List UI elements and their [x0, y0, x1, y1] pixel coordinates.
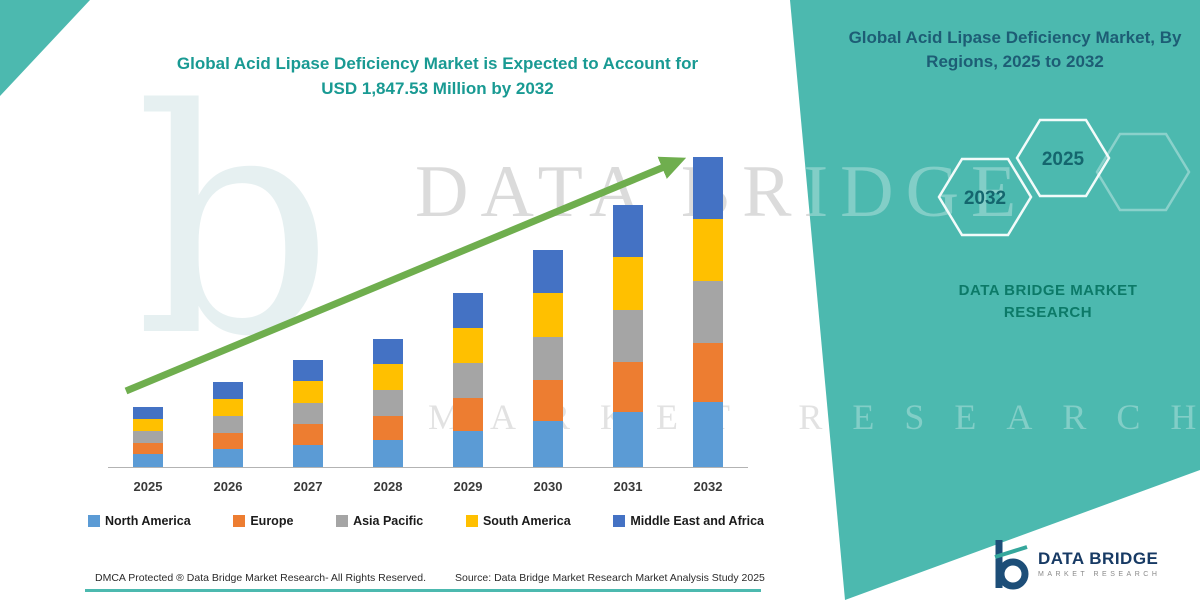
stacked-bar — [613, 204, 643, 467]
bar-segment-south-america — [453, 328, 483, 363]
bar-segment-europe — [693, 343, 723, 402]
bar-segment-middle-east-and-africa — [133, 406, 163, 419]
bar-column-2028: 2028 — [348, 150, 428, 494]
stacked-bar — [213, 382, 243, 467]
legend-item: Asia Pacific — [336, 514, 423, 528]
footer-divider-line — [85, 589, 761, 592]
bar-segment-north-america — [373, 440, 403, 467]
bar-column-2032: 2032 — [668, 150, 748, 494]
x-axis-label: 2026 — [213, 479, 243, 494]
bar-segment-north-america — [213, 449, 243, 467]
bar-segment-south-america — [533, 293, 563, 337]
bar-segment-north-america — [293, 444, 323, 467]
legend-swatch — [465, 515, 478, 527]
bar-column-2025: 2025 — [108, 150, 188, 494]
legend-label: Europe — [250, 514, 294, 528]
chart-legend: North America Europe Asia Pacific South Ame… — [88, 514, 764, 528]
bar-column-2029: 2029 — [428, 150, 508, 494]
bar-segment-south-america — [293, 381, 323, 403]
data-bridge-logo-icon — [994, 540, 1029, 590]
bar-segment-europe — [373, 415, 403, 440]
dmca-notice: DMCA Protected ® Data Bridge Market Rese… — [95, 572, 427, 584]
bar-column-2030: 2030 — [508, 150, 588, 494]
legend-swatch — [613, 515, 626, 527]
bar-segment-middle-east-and-africa — [693, 157, 723, 220]
legend-label: Asia Pacific — [353, 514, 424, 528]
bar-column-2031: 2031 — [588, 150, 668, 494]
legend-item: North America — [88, 514, 191, 528]
bar-segment-asia-pacific — [453, 362, 483, 398]
chart-title-line1: Global Acid Lipase Deficiency Market is … — [176, 54, 699, 73]
legend-swatch — [88, 515, 100, 527]
stacked-bar — [133, 406, 163, 467]
bar-segment-north-america — [133, 454, 163, 467]
logo-subtitle: MARKET RESEARCH — [1038, 571, 1161, 578]
stacked-bar — [373, 338, 403, 467]
legend-swatch — [336, 515, 349, 527]
x-axis-label: 2029 — [453, 479, 483, 494]
data-bridge-logo: DATA BRIDGE MARKET RESEARCH — [990, 538, 1160, 590]
bar-segment-south-america — [373, 364, 403, 391]
stacked-bar — [693, 157, 723, 467]
bar-segment-asia-pacific — [373, 390, 403, 416]
stacked-bar — [533, 249, 563, 467]
x-axis-label: 2032 — [693, 479, 723, 494]
bar-column-2027: 2027 — [268, 150, 348, 494]
bar-segment-north-america — [453, 430, 483, 467]
bar-segment-europe — [133, 442, 163, 455]
legend-label: Middle East and Africa — [630, 514, 764, 528]
logo-name: DATA BRIDGE — [1038, 549, 1159, 568]
bar-segment-europe — [293, 424, 323, 445]
x-axis-label: 2025 — [133, 479, 163, 494]
x-axis-label: 2027 — [293, 479, 323, 494]
chart-title-line2: USD 1,847.53 Million by 2032 — [321, 78, 554, 98]
bar-segment-north-america — [613, 411, 643, 467]
bar-segment-asia-pacific — [613, 309, 643, 363]
legend-label: South America — [482, 514, 571, 528]
bar-segment-middle-east-and-africa — [533, 249, 563, 294]
bar-segment-middle-east-and-africa — [213, 382, 243, 400]
bar-segment-europe — [613, 362, 643, 412]
legend-item: South America — [465, 514, 571, 528]
stacked-bar — [293, 359, 323, 467]
bar-segment-south-america — [213, 399, 243, 417]
x-axis-label: 2031 — [613, 479, 643, 494]
bar-segment-north-america — [533, 421, 563, 467]
bar-segment-south-america — [613, 257, 643, 310]
bar-segment-asia-pacific — [133, 430, 163, 443]
chart-title: Global Acid Lipase Deficiency Market is … — [115, 52, 760, 101]
stacked-bar-chart: 2025 2026 2027 2028 2029 2030 2031 2032 — [108, 150, 748, 494]
bar-segment-asia-pacific — [213, 416, 243, 434]
bar-segment-asia-pacific — [533, 336, 563, 381]
stacked-bar — [453, 293, 483, 467]
bar-segment-europe — [213, 433, 243, 450]
x-axis-label: 2030 — [533, 479, 563, 494]
bar-segment-europe — [533, 380, 563, 422]
legend-item: Europe — [233, 514, 293, 528]
top-left-corner-triangle — [0, 0, 90, 96]
x-axis-label: 2028 — [373, 479, 403, 494]
legend-item: Middle East and Africa — [613, 514, 764, 528]
bar-column-2026: 2026 — [188, 150, 268, 494]
source-note: Source: Data Bridge Market Research Mark… — [455, 572, 765, 584]
bar-segment-south-america — [693, 219, 723, 282]
bar-segment-middle-east-and-africa — [453, 293, 483, 329]
legend-swatch — [233, 515, 246, 527]
bar-segment-europe — [453, 397, 483, 431]
bar-segment-asia-pacific — [293, 402, 323, 424]
bar-segment-middle-east-and-africa — [293, 359, 323, 381]
bar-segment-middle-east-and-africa — [373, 338, 403, 365]
legend-label: North America — [105, 514, 191, 528]
bar-segment-asia-pacific — [693, 281, 723, 344]
bar-segment-north-america — [693, 401, 723, 467]
bar-segment-middle-east-and-africa — [613, 204, 643, 258]
bar-segment-south-america — [133, 418, 163, 431]
